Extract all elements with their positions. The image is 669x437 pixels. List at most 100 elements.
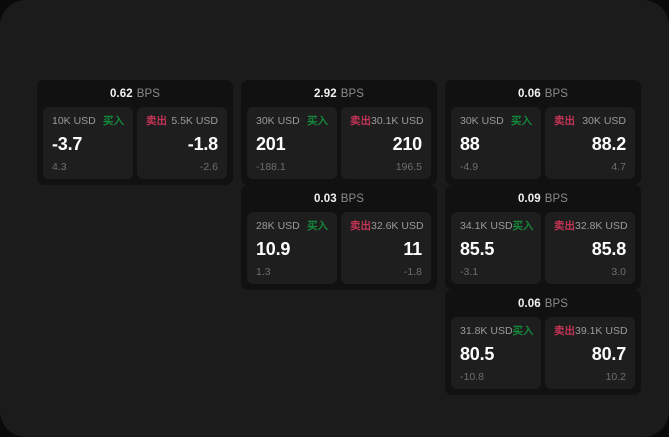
buy-size: 30K USD	[460, 114, 504, 127]
bps-unit-label: BPS	[340, 87, 365, 100]
buy-delta: -3.1	[460, 265, 479, 278]
card-header: 0.06 BPS	[451, 87, 635, 102]
sell-action-label: 卖出	[146, 114, 167, 127]
bps-value: 0.06	[517, 87, 541, 100]
quote-card[interactable]: 2.92 BPS 30K USD 买入 201 -188.1 卖出 30.1K USD 210 1…	[241, 80, 437, 185]
buy-action-label: 买入	[512, 219, 534, 232]
buy-panel[interactable]: 30K USD 买入 88 -4.9	[451, 107, 541, 179]
buy-size: 34.1K USD	[460, 219, 513, 232]
sell-panel-top: 卖出 5.5K USD	[146, 115, 218, 127]
quote-card[interactable]: 0.09 BPS 34.1K USD 买入 85.5 -3.1 卖出 32.8K USD 85.…	[445, 185, 641, 290]
sell-price: 11	[403, 239, 422, 260]
buy-panel-top: 10K USD 买入	[52, 115, 124, 127]
buy-panel[interactable]: 34.1K USD 买入 85.5 -3.1	[451, 212, 541, 284]
quote-card-board: 0.62 BPS 10K USD 买入 -3.7 4.3 卖出 5.5K USD -1.8 -2.…	[37, 80, 641, 395]
sell-price: 88.2	[591, 134, 626, 155]
bps-unit-label: BPS	[340, 192, 365, 205]
buy-delta: 4.3	[52, 160, 67, 173]
sell-panel[interactable]: 卖出 32.8K USD 85.8 3.0	[545, 212, 635, 284]
card-body: 28K USD 买入 10.9 1.3 卖出 32.6K USD 11 -1.8	[247, 212, 431, 284]
sell-panel-top: 卖出 39.1K USD	[554, 324, 628, 337]
sell-delta: -2.6	[199, 160, 218, 173]
sell-panel-top: 卖出 32.6K USD	[350, 219, 424, 232]
buy-action-label: 买入	[103, 114, 124, 127]
sell-price: 85.8	[591, 239, 626, 260]
sell-delta: -1.8	[403, 265, 422, 278]
sell-size: 32.8K USD	[575, 219, 628, 232]
card-body: 34.1K USD 买入 85.5 -3.1 卖出 32.8K USD 85.8 3.0	[451, 212, 635, 284]
buy-price: -3.7	[52, 134, 83, 155]
card-body: 10K USD 买入 -3.7 4.3 卖出 5.5K USD -1.8 -2.6	[43, 107, 227, 179]
sell-delta: 4.7	[611, 160, 626, 173]
card-body: 31.8K USD 买入 80.5 -10.8 卖出 39.1K USD 80.7 10.2	[451, 317, 635, 389]
buy-action-label: 买入	[307, 114, 328, 127]
buy-panel-top: 30K USD 买入	[460, 115, 532, 127]
buy-delta: -188.1	[256, 160, 286, 173]
sell-action-label: 卖出	[554, 219, 575, 232]
buy-price: 80.5	[460, 344, 495, 365]
sell-size: 30.1K USD	[371, 114, 424, 127]
sell-action-label: 卖出	[554, 324, 575, 337]
sell-panel[interactable]: 卖出 32.6K USD 11 -1.8	[341, 212, 431, 284]
buy-size: 30K USD	[256, 114, 300, 127]
sell-delta: 10.2	[605, 370, 626, 383]
buy-price: 10.9	[256, 239, 291, 260]
sell-panel[interactable]: 卖出 5.5K USD -1.8 -2.6	[137, 107, 227, 179]
sell-price: 80.7	[591, 344, 626, 365]
sell-panel[interactable]: 卖出 30.1K USD 210 196.5	[341, 107, 431, 179]
sell-panel-top: 卖出 30K USD	[554, 115, 626, 127]
sell-size: 39.1K USD	[575, 324, 628, 337]
bps-unit-label: BPS	[544, 192, 569, 205]
sell-panel-top: 卖出 32.8K USD	[554, 219, 628, 232]
sell-price: -1.8	[187, 134, 218, 155]
sell-action-label: 卖出	[554, 114, 575, 127]
buy-panel-top: 31.8K USD 买入	[460, 324, 534, 337]
bps-value: 0.03	[313, 192, 337, 205]
card-header: 0.06 BPS	[451, 297, 635, 312]
card-body: 30K USD 买入 201 -188.1 卖出 30.1K USD 210 196.5	[247, 107, 431, 179]
buy-delta: -10.8	[460, 370, 484, 383]
sell-action-label: 卖出	[350, 114, 371, 127]
buy-action-label: 买入	[512, 324, 534, 337]
sell-delta: 196.5	[395, 160, 422, 173]
buy-delta: -4.9	[460, 160, 479, 173]
buy-panel[interactable]: 10K USD 买入 -3.7 4.3	[43, 107, 133, 179]
card-header: 0.09 BPS	[451, 192, 635, 207]
sell-delta: 3.0	[611, 265, 626, 278]
quote-card[interactable]: 0.06 BPS 31.8K USD 买入 80.5 -10.8 卖出 39.1K USD 80…	[445, 290, 641, 395]
bps-value: 0.06	[517, 297, 541, 310]
sell-size: 30K USD	[582, 114, 626, 127]
buy-panel[interactable]: 30K USD 买入 201 -188.1	[247, 107, 337, 179]
card-header: 0.03 BPS	[247, 192, 431, 207]
bps-value: 0.09	[517, 192, 541, 205]
buy-action-label: 买入	[511, 114, 532, 127]
sell-size: 5.5K USD	[171, 114, 218, 127]
buy-price: 88	[460, 134, 480, 155]
buy-panel-top: 28K USD 买入	[256, 220, 328, 232]
buy-panel[interactable]: 31.8K USD 买入 80.5 -10.8	[451, 317, 541, 389]
buy-panel-top: 30K USD 买入	[256, 115, 328, 127]
buy-action-label: 买入	[307, 219, 328, 232]
bps-unit-label: BPS	[544, 87, 569, 100]
quote-card[interactable]: 0.03 BPS 28K USD 买入 10.9 1.3 卖出 32.6K USD 11 -1.8	[241, 185, 437, 290]
bps-unit-label: BPS	[136, 87, 161, 100]
sell-panel-top: 卖出 30.1K USD	[350, 114, 424, 127]
bps-value: 0.62	[109, 87, 133, 100]
quote-card[interactable]: 0.06 BPS 30K USD 买入 88 -4.9 卖出 30K USD 88.2 4.7	[445, 80, 641, 185]
sell-panel[interactable]: 卖出 39.1K USD 80.7 10.2	[545, 317, 635, 389]
card-header: 0.62 BPS	[43, 87, 227, 102]
quote-card[interactable]: 0.62 BPS 10K USD 买入 -3.7 4.3 卖出 5.5K USD -1.8 -2.…	[37, 80, 233, 185]
buy-size: 10K USD	[52, 114, 96, 127]
buy-panel[interactable]: 28K USD 买入 10.9 1.3	[247, 212, 337, 284]
card-header: 2.92 BPS	[247, 87, 431, 102]
bps-unit-label: BPS	[544, 297, 569, 310]
buy-price: 85.5	[460, 239, 495, 260]
card-body: 30K USD 买入 88 -4.9 卖出 30K USD 88.2 4.7	[451, 107, 635, 179]
sell-size: 32.6K USD	[371, 219, 424, 232]
buy-size: 28K USD	[256, 219, 300, 232]
sell-panel[interactable]: 卖出 30K USD 88.2 4.7	[545, 107, 635, 179]
sell-price: 210	[392, 134, 423, 155]
buy-panel-top: 34.1K USD 买入	[460, 219, 534, 232]
bps-value: 2.92	[313, 87, 337, 100]
